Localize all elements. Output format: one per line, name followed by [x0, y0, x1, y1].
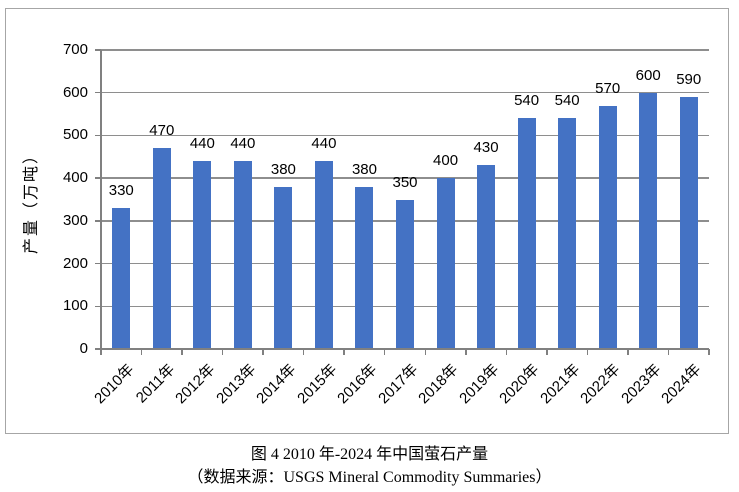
chart-frame: [5, 8, 729, 434]
caption-title: 图 4 2010 年-2024 年中国萤石产量: [250, 446, 489, 463]
y-axis-title: 产量（万吨）: [23, 145, 40, 255]
caption-source: （数据来源：USGS Mineral Commodity Summaries）: [187, 469, 552, 486]
